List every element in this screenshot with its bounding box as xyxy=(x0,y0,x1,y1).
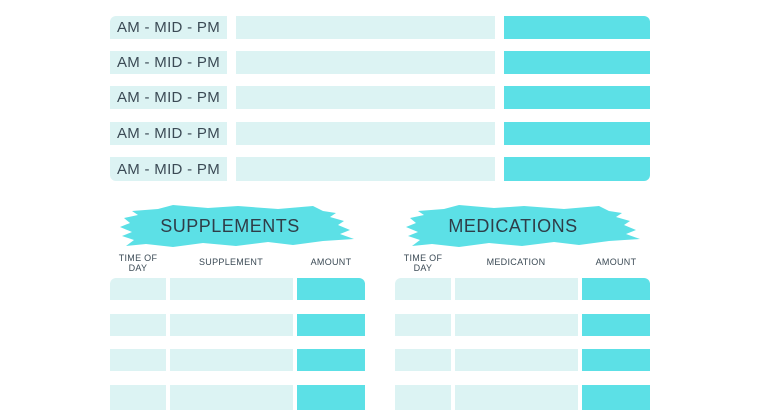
amount-cell[interactable] xyxy=(504,86,650,109)
time-cell[interactable] xyxy=(110,314,166,336)
amount-cell[interactable] xyxy=(297,349,365,371)
time-of-day-label: AM - MID - PM xyxy=(116,54,221,71)
time-cell[interactable] xyxy=(110,349,166,371)
entry-cell[interactable] xyxy=(236,51,495,74)
amount-cell[interactable] xyxy=(504,16,650,39)
entry-cell[interactable] xyxy=(236,157,495,181)
time-of-day-label: AM - MID - PM xyxy=(116,89,221,106)
time-cell[interactable] xyxy=(110,157,227,181)
time-of-day-label: AM - MID - PM xyxy=(116,160,221,178)
column-header-amount: AMOUNT xyxy=(310,257,352,267)
time-cell[interactable] xyxy=(110,122,227,145)
time-cell[interactable] xyxy=(110,51,227,74)
supplement-cell[interactable] xyxy=(170,278,293,300)
medication-cell[interactable] xyxy=(455,314,578,336)
time-of-day-label: AM - MID - PM xyxy=(116,19,221,36)
entry-cell[interactable] xyxy=(236,86,495,109)
column-header-amount: AMOUNT xyxy=(595,257,637,267)
column-header-medication: MEDICATION xyxy=(486,257,546,267)
time-cell[interactable] xyxy=(110,86,227,109)
amount-cell[interactable] xyxy=(582,314,650,336)
amount-cell[interactable] xyxy=(582,385,650,410)
medication-cell[interactable] xyxy=(455,278,578,300)
amount-cell[interactable] xyxy=(504,122,650,145)
medications-title: MEDICATIONS xyxy=(448,215,578,236)
supplement-cell[interactable] xyxy=(170,385,293,410)
column-header-supplement: SUPPLEMENT xyxy=(198,257,263,267)
amount-cell[interactable] xyxy=(297,314,365,336)
brush-stroke-decoration xyxy=(406,205,640,247)
column-header-time: TIME OF DAY xyxy=(118,253,158,273)
entry-cell[interactable] xyxy=(236,122,495,145)
time-cell[interactable] xyxy=(110,16,227,39)
medication-cell[interactable] xyxy=(455,349,578,371)
amount-cell[interactable] xyxy=(582,278,650,300)
amount-cell[interactable] xyxy=(297,385,365,410)
supplement-cell[interactable] xyxy=(170,314,293,336)
amount-cell[interactable] xyxy=(504,157,650,181)
brush-stroke-decoration xyxy=(120,205,354,247)
amount-cell[interactable] xyxy=(504,51,650,74)
time-cell[interactable] xyxy=(110,278,166,300)
time-cell[interactable] xyxy=(395,385,451,410)
time-of-day-label: AM - MID - PM xyxy=(116,125,221,142)
time-cell[interactable] xyxy=(395,278,451,300)
column-header-time: TIME OF DAY xyxy=(403,253,443,273)
supplement-cell[interactable] xyxy=(170,349,293,371)
amount-cell[interactable] xyxy=(297,278,365,300)
amount-cell[interactable] xyxy=(582,349,650,371)
entry-cell[interactable] xyxy=(236,16,495,39)
time-cell[interactable] xyxy=(395,314,451,336)
time-cell[interactable] xyxy=(110,385,166,410)
medication-cell[interactable] xyxy=(455,385,578,410)
time-cell[interactable] xyxy=(395,349,451,371)
supplements-title: SUPPLEMENTS xyxy=(160,215,300,236)
